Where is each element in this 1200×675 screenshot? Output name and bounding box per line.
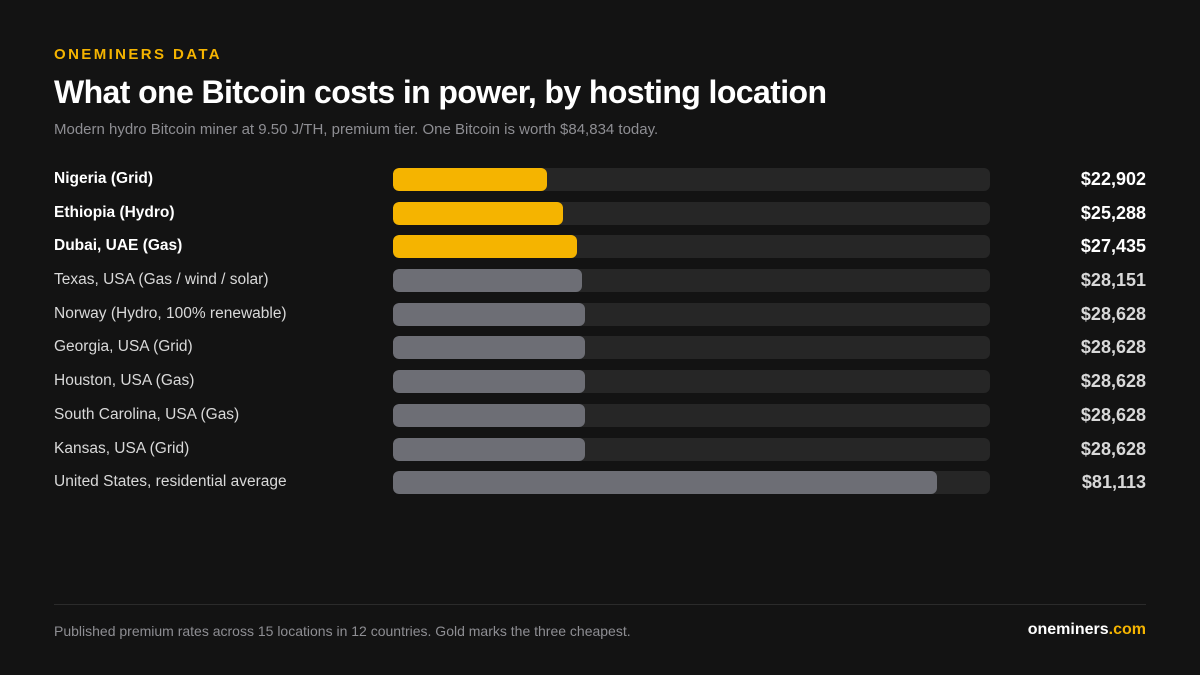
value-label: $28,628	[1080, 371, 1146, 392]
bar	[393, 269, 582, 293]
bar-chart: Nigeria (Grid) $22,902 Ethiopia (Hydro) $25…	[0, 168, 1200, 505]
value-label: $25,288	[1080, 202, 1146, 223]
category-label: Nigeria (Grid)	[54, 170, 154, 187]
bar-track	[393, 235, 990, 259]
category-label: Kansas, USA (Grid)	[54, 439, 190, 457]
category-label: United States, residential average	[54, 473, 287, 491]
category-label: Georgia, USA (Grid)	[54, 338, 193, 356]
value-label: $28,628	[1080, 337, 1146, 358]
bar-track	[393, 471, 990, 495]
value-label: $28,628	[1080, 404, 1146, 425]
bar-track	[393, 302, 990, 326]
bar	[393, 235, 577, 259]
brand-name: oneminers	[1027, 621, 1109, 638]
bar	[393, 370, 585, 394]
bar-track	[393, 370, 990, 394]
chart-row: Ethiopia (Hydro) $25,288	[0, 201, 1200, 236]
bar	[393, 302, 585, 326]
bar-track	[393, 201, 990, 225]
category-label: Dubai, UAE (Gas)	[54, 237, 183, 255]
brand-tld: .com	[1108, 621, 1146, 638]
chart-row: Norway (Hydro, 100% renewable) $28,628	[0, 302, 1200, 337]
value-label: $28,151	[1080, 270, 1146, 291]
chart-row: Houston, USA (Gas) $28,628	[0, 370, 1200, 404]
category-label: Ethiopia (Hydro)	[54, 203, 175, 221]
chart-row: Dubai, UAE (Gas) $27,435	[0, 235, 1200, 269]
category-label: South Carolina, USA (Gas)	[54, 405, 240, 423]
bar	[393, 437, 585, 461]
value-label: $28,628	[1080, 303, 1146, 324]
value-label: $28,628	[1080, 438, 1146, 459]
bar	[393, 201, 563, 225]
value-label: $22,902	[1080, 169, 1146, 189]
chart-row: United States, residential average $81,11…	[0, 471, 1200, 505]
bar-track	[393, 437, 990, 461]
bar	[393, 403, 585, 427]
brand-logo[interactable]: oneminers.com	[1028, 621, 1146, 639]
eyebrow-label: ONEMINERS DATA	[54, 46, 223, 63]
category-label: Houston, USA (Gas)	[54, 372, 195, 390]
chart-row: Georgia, USA (Grid) $28,628	[0, 336, 1200, 370]
bar	[393, 471, 937, 495]
chart-title: What one Bitcoin costs in power, by host…	[54, 74, 827, 110]
chart-subtitle: Modern hydro Bitcoin miner at 9.50 J/TH,…	[54, 121, 659, 138]
footer-divider	[54, 604, 1146, 605]
value-label: $27,435	[1080, 236, 1146, 257]
bar-track	[393, 336, 990, 360]
chart-row: South Carolina, USA (Gas) $28,628	[0, 403, 1200, 438]
chart-row: Texas, USA (Gas / wind / solar) $28,151	[0, 269, 1200, 303]
value-label: $81,113	[1081, 472, 1146, 493]
chart-row: Kansas, USA (Grid) $28,628	[0, 437, 1200, 472]
bar-track	[393, 168, 990, 191]
chart-row: Nigeria (Grid) $22,902	[0, 168, 1200, 202]
bar	[393, 336, 585, 360]
bar	[393, 168, 547, 191]
footnote: Published premium rates across 15 locati…	[54, 623, 631, 639]
category-label: Norway (Hydro, 100% renewable)	[54, 304, 287, 322]
category-label: Texas, USA (Gas / wind / solar)	[54, 271, 269, 289]
bar-track	[393, 403, 990, 427]
bar-track	[393, 269, 990, 293]
